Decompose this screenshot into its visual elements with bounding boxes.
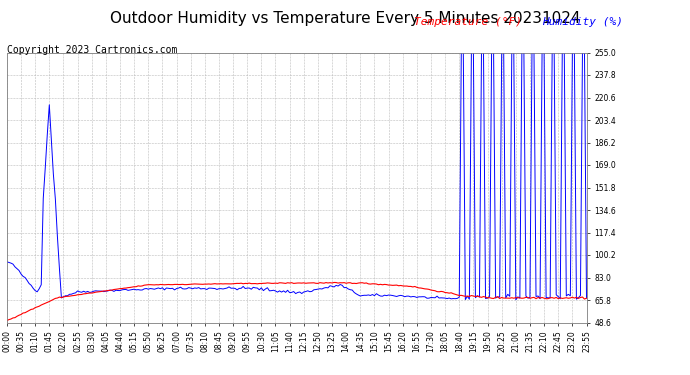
Text: Copyright 2023 Cartronics.com: Copyright 2023 Cartronics.com [7, 45, 177, 55]
Text: Humidity (%): Humidity (%) [542, 17, 622, 27]
Text: Temperature (°F): Temperature (°F) [414, 17, 522, 27]
Text: Outdoor Humidity vs Temperature Every 5 Minutes 20231024: Outdoor Humidity vs Temperature Every 5 … [110, 11, 580, 26]
